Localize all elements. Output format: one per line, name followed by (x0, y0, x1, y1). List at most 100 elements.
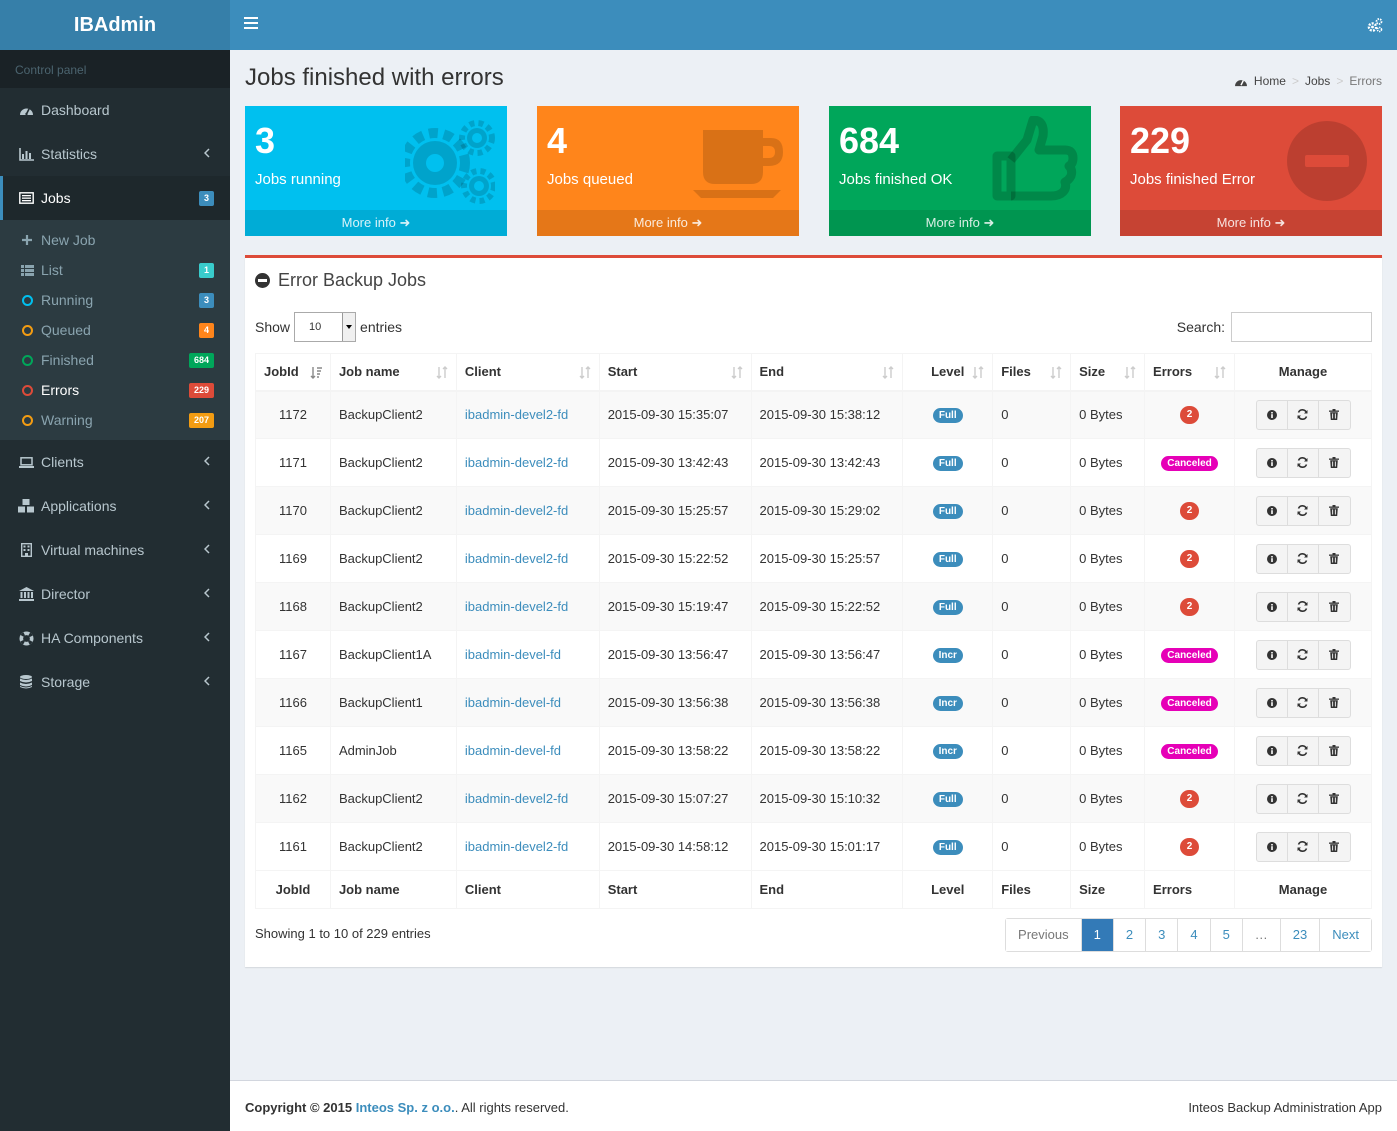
job-delete-button[interactable] (1319, 497, 1350, 525)
column-header-end[interactable]: End (750, 353, 904, 392)
trash-icon (1329, 745, 1339, 756)
job-info-button[interactable] (1257, 784, 1288, 813)
trash-icon (1329, 409, 1339, 421)
sidebar-item-clients[interactable]: Clients (0, 440, 230, 484)
sidebar-subitem-warning[interactable]: Warning 207 (0, 405, 230, 435)
sidebar-item-storage[interactable]: Storage (0, 660, 230, 704)
sidebar-subitem-queued[interactable]: Queued 4 (0, 315, 230, 345)
circle-outline-icon (20, 293, 34, 307)
job-rerun-button[interactable] (1288, 496, 1319, 525)
pagination-previous: Previous (1006, 919, 1082, 951)
job-info-button[interactable] (1257, 544, 1288, 573)
job-rerun-button[interactable] (1288, 736, 1319, 765)
job-info-button[interactable] (1257, 400, 1288, 429)
job-rerun-button[interactable] (1288, 592, 1319, 621)
job-delete-button[interactable] (1319, 641, 1350, 669)
sidebar-item-director[interactable]: Director (0, 572, 230, 616)
job-delete-button[interactable] (1319, 737, 1350, 765)
job-delete-button[interactable] (1319, 449, 1350, 477)
client-link[interactable]: ibadmin-devel2-fd (464, 839, 569, 854)
column-header-files[interactable]: Files (992, 353, 1072, 392)
column-header-jobid[interactable]: JobId (255, 353, 331, 392)
pagination-page-1[interactable]: 1 (1081, 919, 1114, 951)
client-link[interactable]: ibadmin-devel2-fd (464, 407, 569, 423)
job-info-button[interactable] (1257, 496, 1288, 525)
job-rerun-button[interactable] (1288, 400, 1319, 429)
job-info-button[interactable] (1257, 736, 1288, 765)
sidebar-item-virtual-machines[interactable]: Virtual machines (0, 528, 230, 572)
column-header-job-name[interactable]: Job name (329, 353, 457, 392)
client-link[interactable]: ibadmin-devel2-fd (464, 551, 569, 566)
client-link[interactable]: ibadmin-devel-fd (464, 647, 561, 662)
job-info-button[interactable] (1257, 640, 1288, 669)
app-logo[interactable]: IBAdmin (0, 0, 230, 50)
end-cell: 2015-09-30 13:56:47 (750, 630, 904, 679)
sidebar-item-jobs[interactable]: Jobs 3 (0, 176, 230, 220)
job-rerun-button[interactable] (1288, 784, 1319, 813)
more-info-link[interactable]: More info ➜ (829, 210, 1091, 236)
more-info-link[interactable]: More info ➜ (245, 210, 507, 236)
sidebar-item-dashboard[interactable]: Dashboard (0, 88, 230, 132)
more-info-link[interactable]: More info ➜ (1120, 210, 1382, 236)
sidebar-item-applications[interactable]: Applications (0, 484, 230, 528)
job-rerun-button[interactable] (1288, 688, 1319, 717)
sidebar-subitem-running[interactable]: Running 3 (0, 285, 230, 315)
sidebar-subitem-new-job[interactable]: New Job (0, 225, 230, 255)
job-rerun-button[interactable] (1288, 832, 1319, 861)
copyright-text: Copyright © 2015 (245, 1100, 353, 1115)
column-header-size[interactable]: Size (1070, 353, 1146, 392)
job-info-button[interactable] (1257, 832, 1288, 861)
job-info-button[interactable] (1257, 592, 1288, 621)
job-delete-button[interactable] (1319, 689, 1350, 717)
sidebar-subitem-list[interactable]: List 1 (0, 255, 230, 285)
job-rerun-button[interactable] (1288, 640, 1319, 669)
sidebar-toggle-icon[interactable] (244, 17, 258, 31)
client-cell: ibadmin-devel2-fd (455, 486, 600, 535)
column-footer-level: Level (902, 870, 994, 909)
column-header-level[interactable]: Level (902, 353, 994, 392)
job-info-button[interactable] (1257, 448, 1288, 477)
column-header-client[interactable]: Client (455, 353, 600, 392)
breadcrumb-jobs-link[interactable]: Jobs (1304, 74, 1331, 88)
canceled-badge: Canceled (1161, 744, 1218, 759)
sidebar-item-ha-components[interactable]: HA Components (0, 616, 230, 660)
column-header-start[interactable]: Start (598, 353, 752, 392)
client-link[interactable]: ibadmin-devel2-fd (464, 503, 569, 518)
job-rerun-button[interactable] (1288, 448, 1319, 477)
client-link[interactable]: ibadmin-devel-fd (464, 695, 561, 710)
sidebar-subitem-errors[interactable]: Errors 229 (0, 375, 230, 405)
breadcrumb-home-link[interactable]: Home (1253, 74, 1286, 88)
job-delete-button[interactable] (1319, 833, 1350, 861)
refresh-icon (1297, 793, 1308, 804)
client-link[interactable]: ibadmin-devel2-fd (464, 455, 569, 470)
pagination-page-2[interactable]: 2 (1113, 919, 1147, 951)
sidebar-subitem-finished[interactable]: Finished 684 (0, 345, 230, 375)
client-link[interactable]: ibadmin-devel-fd (464, 743, 561, 758)
more-info-link[interactable]: More info ➜ (537, 210, 799, 236)
job-delete-button[interactable] (1319, 785, 1350, 813)
client-link[interactable]: ibadmin-devel2-fd (464, 791, 569, 806)
job-info-button[interactable] (1257, 688, 1288, 717)
job-rerun-button[interactable] (1288, 544, 1319, 573)
sidebar-subitem-label: List (41, 262, 63, 278)
job-delete-button[interactable] (1319, 593, 1350, 621)
company-link[interactable]: Inteos Sp. z o.o. (355, 1100, 455, 1115)
sidebar-subitem-label: New Job (41, 232, 96, 248)
pagination-next[interactable]: Next (1320, 919, 1371, 951)
job-delete-button[interactable] (1319, 545, 1350, 573)
panel-title: Error Backup Jobs (255, 270, 426, 291)
sidebar-item-statistics[interactable]: Statistics (0, 132, 230, 176)
entries-per-page-select[interactable]: 10 (294, 312, 357, 342)
info-circle-icon (1266, 649, 1277, 660)
column-header-errors[interactable]: Errors (1144, 353, 1235, 392)
client-link[interactable]: ibadmin-devel2-fd (464, 599, 569, 614)
search-input[interactable] (1231, 312, 1372, 342)
job-delete-button[interactable] (1319, 401, 1350, 429)
pagination-page-4[interactable]: 4 (1178, 919, 1211, 951)
end-cell: 2015-09-30 15:38:12 (750, 390, 904, 439)
pagination-page-3[interactable]: 3 (1146, 919, 1179, 951)
manage-cell (1234, 678, 1372, 727)
pagination-page-5[interactable]: 5 (1210, 919, 1243, 951)
settings-gears-icon[interactable] (1367, 17, 1383, 33)
pagination-page-23[interactable]: 23 (1280, 919, 1321, 951)
